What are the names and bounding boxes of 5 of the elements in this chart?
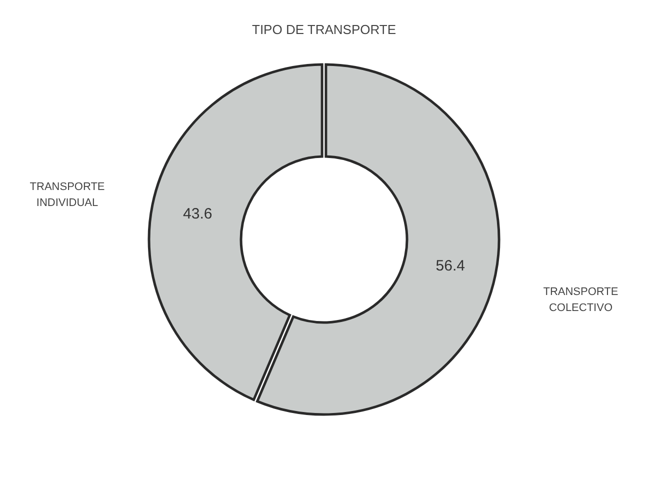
chart-title: TIPO DE TRANSPORTE bbox=[252, 22, 396, 37]
slice-label: TRANSPORTE COLECTIVO bbox=[543, 286, 618, 314]
data-label: 43.6 bbox=[182, 206, 212, 223]
data-label: 56.4 bbox=[436, 257, 466, 274]
slice-label: TRANSPORTE INDIVIDUAL bbox=[30, 181, 105, 210]
